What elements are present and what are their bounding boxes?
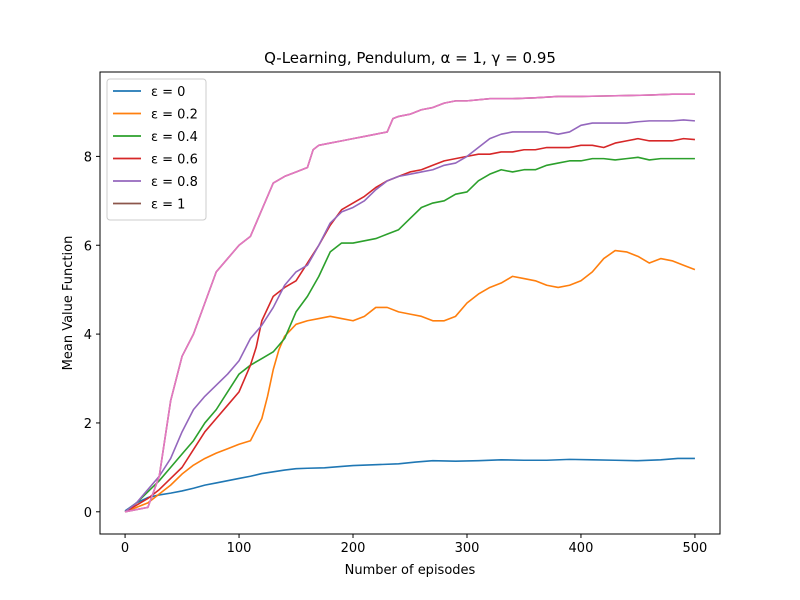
series-layer xyxy=(124,93,696,513)
x-tick-label-3: 300 xyxy=(455,541,480,556)
series-line-4 xyxy=(124,119,695,513)
x-tick-label-0: 0 xyxy=(121,541,129,556)
legend-label-5: ε = 1 xyxy=(151,198,185,213)
chart-title: Q-Learning, Pendulum, α = 1, γ = 0.95 xyxy=(264,49,556,67)
x-tick-label-1: 100 xyxy=(227,541,252,556)
series-line-2 xyxy=(124,156,695,513)
legend-label-2: ε = 0.4 xyxy=(151,130,198,145)
legend-label-4: ε = 0.8 xyxy=(151,175,198,190)
y-tick-label-1: 2 xyxy=(84,417,92,432)
y-tick-label-0: 0 xyxy=(84,506,92,521)
legend-label-0: ε = 0 xyxy=(151,85,185,100)
x-tick-label-5: 500 xyxy=(683,541,708,556)
y-tick-label-4: 8 xyxy=(84,150,92,165)
x-tick-label-2: 200 xyxy=(341,541,366,556)
series-line-0 xyxy=(124,457,695,512)
legend-label-3: ε = 0.6 xyxy=(151,153,198,168)
series-line-6 xyxy=(124,93,695,513)
x-tick-label-4: 400 xyxy=(569,541,594,556)
x-axis-label: Number of episodes xyxy=(345,563,476,578)
legend: ε = 0 ε = 0.2 ε = 0.4 ε = 0.6 ε = 0.8 ε = 1 xyxy=(106,78,207,221)
y-axis-label: Mean Value Function xyxy=(61,236,76,371)
plot-frame xyxy=(99,71,721,535)
y-tick-label-3: 6 xyxy=(84,239,92,254)
series-line-1 xyxy=(124,249,696,513)
series-line-5 xyxy=(124,93,695,513)
y-tick-label-2: 4 xyxy=(84,328,92,343)
ticks-layer: 0 100 200 300 400 500 0 2 4 6 8 xyxy=(84,150,708,556)
legend-label-1: ε = 0.2 xyxy=(151,108,198,123)
